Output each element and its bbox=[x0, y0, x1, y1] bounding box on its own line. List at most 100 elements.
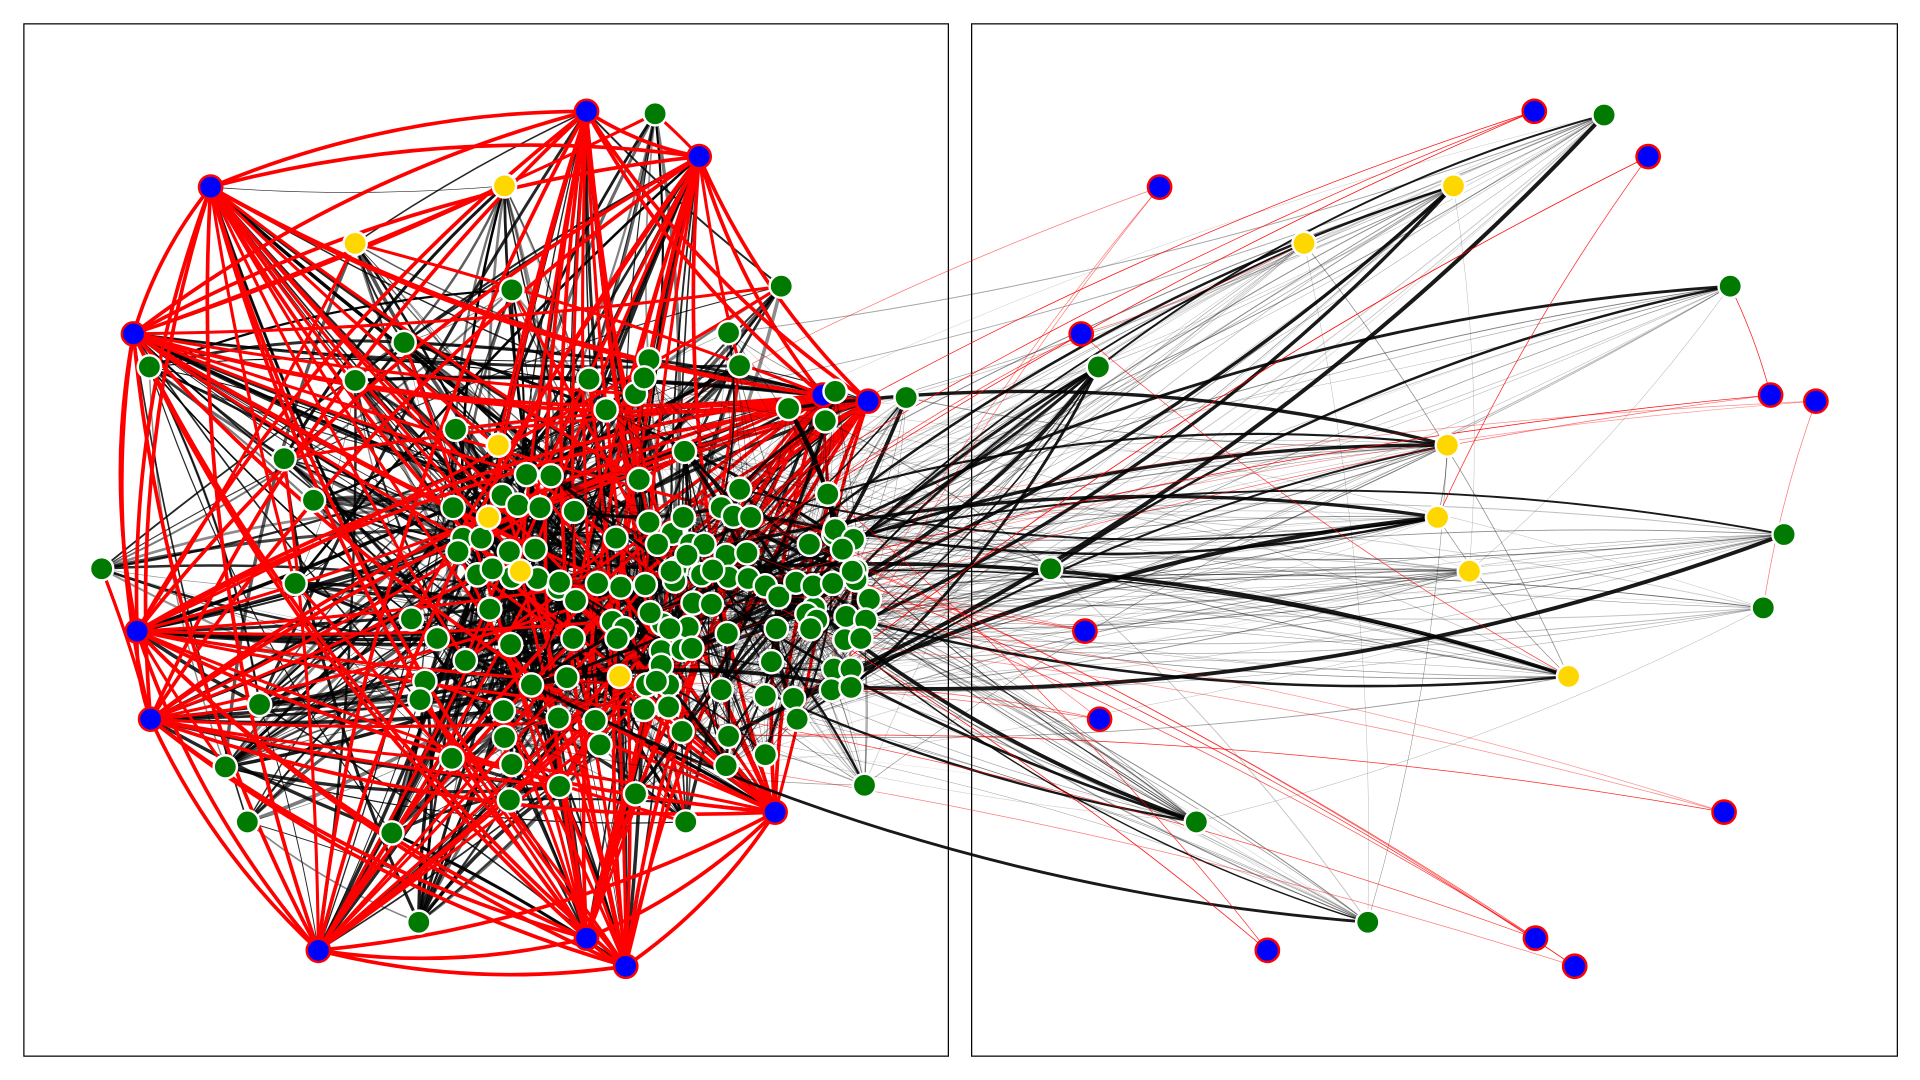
edge bbox=[728, 332, 852, 670]
edge bbox=[531, 409, 607, 685]
edge bbox=[686, 494, 1438, 557]
edge bbox=[725, 110, 1535, 556]
green-node bbox=[713, 752, 739, 779]
edge bbox=[133, 332, 636, 396]
green-node bbox=[538, 462, 564, 489]
green-node bbox=[636, 509, 662, 536]
green-node bbox=[829, 536, 856, 563]
green-node bbox=[1037, 555, 1064, 582]
edge bbox=[135, 154, 701, 633]
left-panel-frame bbox=[23, 23, 949, 1057]
edge bbox=[1196, 607, 1764, 823]
edge bbox=[355, 377, 869, 402]
edge bbox=[504, 737, 865, 786]
edge bbox=[733, 110, 1535, 517]
edge bbox=[1437, 517, 1569, 677]
edge bbox=[581, 111, 602, 745]
edge bbox=[584, 110, 870, 403]
green-node bbox=[212, 754, 239, 780]
green-node bbox=[88, 555, 115, 582]
green-node bbox=[847, 625, 874, 652]
green-node bbox=[763, 615, 790, 642]
edge bbox=[149, 155, 701, 721]
edge bbox=[850, 243, 1305, 688]
green-node bbox=[674, 542, 700, 569]
green-node bbox=[513, 461, 540, 488]
edge bbox=[850, 534, 1785, 688]
edge bbox=[132, 332, 869, 414]
edge bbox=[750, 517, 1575, 967]
edge bbox=[649, 396, 907, 614]
edge bbox=[1081, 243, 1305, 335]
edge bbox=[543, 110, 589, 939]
blue-node bbox=[305, 937, 332, 964]
edge bbox=[132, 184, 506, 336]
edge bbox=[810, 623, 1569, 677]
edge bbox=[765, 400, 1816, 587]
green-node bbox=[271, 445, 297, 472]
yellow-node bbox=[606, 663, 633, 690]
green-node bbox=[715, 319, 742, 346]
edge bbox=[574, 511, 865, 786]
edge bbox=[132, 109, 588, 336]
edge bbox=[418, 698, 627, 968]
edge bbox=[136, 399, 869, 633]
green-node bbox=[300, 487, 327, 514]
edge bbox=[844, 639, 1368, 923]
edge bbox=[209, 186, 467, 662]
edge bbox=[134, 186, 213, 632]
edge bbox=[739, 114, 1605, 490]
green-node bbox=[856, 586, 883, 613]
blue-node bbox=[1254, 937, 1281, 964]
green-node bbox=[136, 354, 163, 380]
edge bbox=[224, 444, 500, 769]
green-node bbox=[505, 492, 531, 518]
edge bbox=[669, 628, 1197, 823]
edge bbox=[711, 529, 836, 605]
edge bbox=[259, 704, 319, 951]
edge bbox=[854, 365, 1100, 582]
edge bbox=[550, 475, 728, 634]
green-node bbox=[607, 574, 634, 600]
green-node bbox=[642, 100, 668, 127]
edge bbox=[786, 407, 838, 530]
green-node bbox=[1183, 809, 1210, 835]
edge bbox=[136, 284, 783, 633]
blue-node bbox=[1635, 143, 1662, 170]
blue-node bbox=[1086, 706, 1113, 733]
edge bbox=[833, 570, 1470, 670]
green-node bbox=[758, 648, 785, 675]
blue-node bbox=[1068, 321, 1095, 347]
edge bbox=[806, 613, 1725, 813]
edge bbox=[728, 332, 852, 670]
edge bbox=[574, 510, 1785, 561]
edge bbox=[294, 155, 701, 585]
edge bbox=[530, 547, 843, 687]
edge bbox=[833, 156, 1649, 670]
green-node bbox=[424, 625, 450, 652]
edge bbox=[634, 390, 837, 795]
green-node bbox=[562, 587, 589, 614]
edge bbox=[855, 515, 1438, 571]
green-node bbox=[518, 672, 545, 698]
green-node bbox=[1750, 595, 1777, 621]
yellow-node bbox=[1434, 432, 1461, 459]
yellow-node bbox=[1291, 230, 1317, 257]
edge bbox=[635, 185, 1454, 795]
edge bbox=[669, 628, 1725, 813]
yellow-node bbox=[1424, 504, 1451, 531]
green-node bbox=[497, 631, 524, 658]
edge bbox=[101, 289, 513, 570]
edge bbox=[316, 110, 589, 951]
edge bbox=[860, 570, 1470, 639]
edge bbox=[860, 570, 1470, 640]
edge bbox=[851, 687, 1100, 720]
edge bbox=[133, 333, 663, 625]
edge bbox=[317, 948, 626, 977]
green-node bbox=[637, 599, 664, 626]
green-node bbox=[775, 395, 802, 422]
edge bbox=[750, 420, 826, 518]
edge bbox=[842, 549, 1197, 823]
green-node bbox=[476, 596, 503, 622]
